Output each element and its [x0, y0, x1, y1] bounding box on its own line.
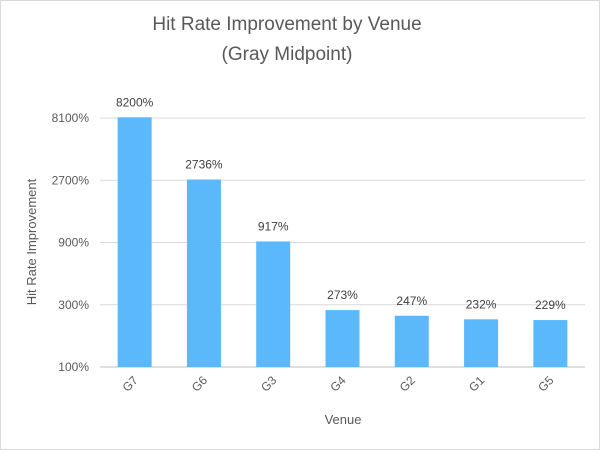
x-tick-label: G7	[120, 373, 141, 394]
bar-g6	[186, 179, 221, 367]
bar-g7	[117, 117, 152, 367]
data-label: 273%	[327, 288, 358, 302]
x-axis-ticks: G7 G6 G3 G4 G2 G1 G5	[120, 373, 557, 394]
data-label: 229%	[535, 298, 566, 312]
bar-g1	[464, 319, 499, 367]
x-tick-label: G6	[189, 373, 210, 394]
y-tick-label: 2700%	[52, 173, 90, 187]
data-label: 2736%	[185, 157, 223, 171]
data-labels: 8200% 2736% 917% 273% 247% 232% 229%	[116, 95, 566, 312]
y-tick-label: 8100%	[52, 111, 90, 125]
bar-g5	[533, 320, 568, 367]
y-axis-label: Hit Rate Improvement	[24, 178, 39, 305]
chart-subtitle: (Gray Midpoint)	[222, 44, 353, 65]
x-tick-label: G1	[466, 373, 487, 394]
bars	[117, 117, 568, 367]
x-tick-label: G2	[397, 373, 418, 394]
data-label: 247%	[396, 294, 427, 308]
y-tick-label: 900%	[58, 236, 89, 250]
x-axis-label: Venue	[325, 412, 362, 427]
chart-title: Hit Rate Improvement by Venue	[152, 14, 421, 35]
y-axis-ticks: 100% 300% 900% 2700% 8100%	[52, 111, 90, 374]
data-label: 917%	[258, 219, 289, 233]
y-tick-label: 100%	[58, 360, 89, 374]
x-tick-label: G4	[327, 373, 348, 394]
data-label: 8200%	[116, 95, 154, 109]
bar-g3	[256, 241, 291, 367]
x-tick-label: G5	[535, 373, 556, 394]
gridlines	[100, 117, 585, 368]
x-tick-label: G3	[258, 373, 279, 394]
data-label: 232%	[466, 297, 497, 311]
bar-g2	[394, 315, 429, 367]
bar-g4	[325, 310, 360, 367]
y-tick-label: 300%	[58, 298, 89, 312]
